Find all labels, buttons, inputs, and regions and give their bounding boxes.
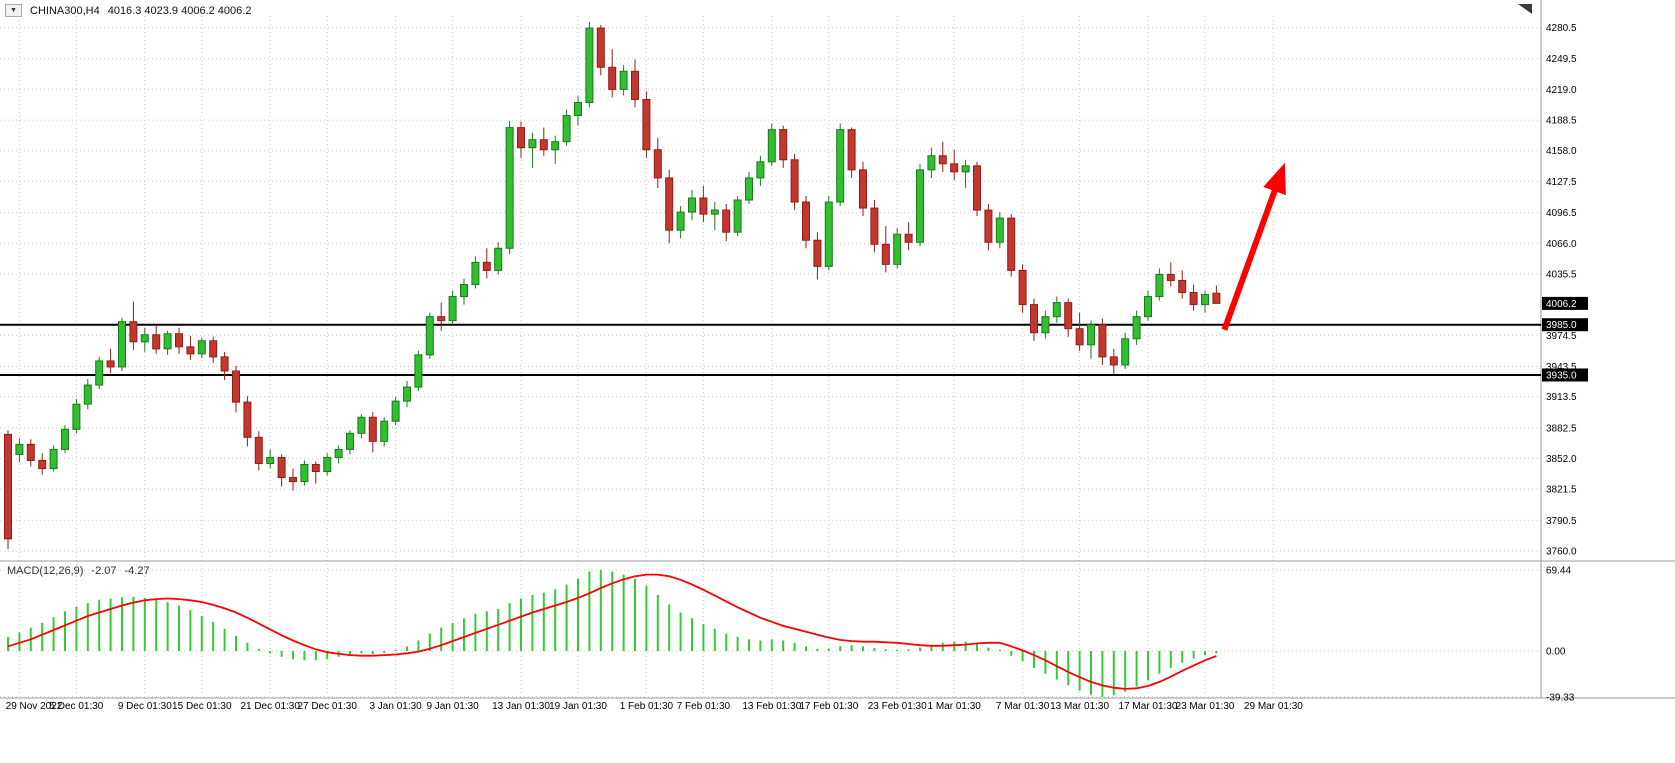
symbol-dropdown-button[interactable]: ▼ [5, 4, 22, 17]
time-tick-label: 1 Mar 01:30 [928, 701, 982, 712]
price-tick-label: 3974.5 [1546, 331, 1577, 342]
time-tick-label: 9 Jan 01:30 [426, 701, 479, 712]
level-price-badge [1542, 318, 1588, 332]
time-tick-label: 29 Mar 01:30 [1244, 701, 1303, 712]
time-tick-label: 27 Dec 01:30 [297, 701, 357, 712]
price-tick-label: 3913.5 [1546, 392, 1577, 403]
svg-text:3935.0: 3935.0 [1546, 370, 1577, 381]
time-tick-label: 7 Feb 01:30 [677, 701, 731, 712]
time-tick-label: 15 Dec 01:30 [172, 701, 232, 712]
time-tick-label: 19 Jan 01:30 [549, 701, 607, 712]
svg-text:4006.2: 4006.2 [1546, 299, 1577, 310]
price-tick-label: 3943.5 [1546, 362, 1577, 373]
price-tick-label: 4188.5 [1546, 116, 1577, 127]
time-tick-label: 29 Nov 2022 [6, 701, 63, 712]
autoscroll-marker-icon[interactable] [1518, 4, 1532, 14]
time-tick-label: 9 Dec 01:30 [118, 701, 172, 712]
price-badges: 3985.0 3935.0 4006.2 [1542, 296, 1588, 382]
level-lines[interactable] [0, 323, 1541, 376]
macd-signal-line [7, 573, 1217, 690]
level-price-badge [1542, 368, 1588, 382]
price-tick-label: 4249.5 [1546, 54, 1577, 65]
price-tick-label: 3882.5 [1546, 423, 1577, 434]
macd-histogram [7, 570, 1218, 697]
panel-separators [0, 0, 1675, 699]
time-tick-label: 23 Feb 01:30 [868, 701, 927, 712]
time-tick-label: 1 Feb 01:30 [620, 701, 674, 712]
ohlc-readout: 4016.3 4023.9 4006.2 4006.2 [107, 4, 252, 17]
svg-text:3985.0: 3985.0 [1546, 320, 1577, 331]
candles [4, 22, 1221, 549]
macd-tick-label: 0.00 [1546, 647, 1566, 658]
macd-signal-value: -4.27 [124, 565, 150, 577]
gridlines [0, 16, 1541, 698]
price-tick-label: 4219.0 [1546, 85, 1577, 96]
price-tick-label: 3852.0 [1546, 454, 1577, 465]
time-tick-label: 3 Jan 01:30 [369, 701, 422, 712]
price-tick-label: 4066.0 [1546, 239, 1577, 250]
price-tick-label: 3821.5 [1546, 485, 1577, 496]
price-tick-label: 4280.5 [1546, 23, 1577, 34]
time-tick-label: 17 Mar 01:30 [1119, 701, 1178, 712]
time-tick-label: 5 Dec 01:30 [49, 701, 103, 712]
time-tick-label: 13 Jan 01:30 [492, 701, 550, 712]
time-tick-label: 23 Mar 01:30 [1176, 701, 1235, 712]
time-tick-label: 17 Feb 01:30 [799, 701, 858, 712]
price-tick-label: 4127.5 [1546, 177, 1577, 188]
time-tick-label: 21 Dec 01:30 [240, 701, 300, 712]
price-tick-label: 3760.0 [1546, 546, 1577, 557]
time-tick-label: 13 Feb 01:30 [742, 701, 801, 712]
price-tick-label: 4035.5 [1546, 269, 1577, 280]
symbol-info-bar: ▼ CHINA300,H4 4016.3 4023.9 4006.2 4006.… [5, 4, 251, 17]
axis-labels: 4280.5 4249.5 4219.0 4188.5 4158.0 4127.5 4096… [6, 23, 1577, 712]
macd-readout: MACD(12,26,9) -2.07 -4.27 [7, 565, 150, 577]
time-tick-label: 7 Mar 01:30 [996, 701, 1050, 712]
symbol-period-label: CHINA300,H4 [30, 4, 100, 17]
trend-arrow-annotation[interactable] [1221, 162, 1286, 331]
time-tick-label: 13 Mar 01:30 [1050, 701, 1109, 712]
macd-tick-label: 69.44 [1546, 565, 1571, 576]
macd-tick-label: -39.33 [1546, 692, 1575, 703]
price-tick-label: 3790.5 [1546, 516, 1577, 527]
price-tick-label: 4158.0 [1546, 146, 1577, 157]
current-price-badge [1542, 296, 1588, 310]
price-tick-label: 4096.5 [1546, 208, 1577, 219]
macd-name-label: MACD(12,26,9) [7, 565, 84, 577]
macd-main-value: -2.07 [91, 565, 117, 577]
